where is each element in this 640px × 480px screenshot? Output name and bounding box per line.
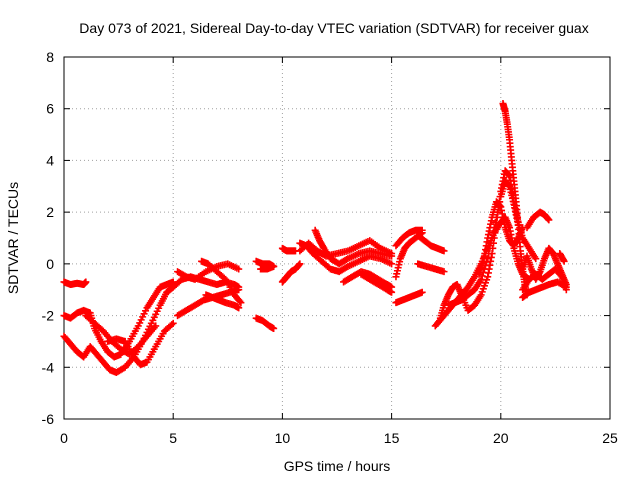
series-arc-29 (475, 198, 527, 278)
data-point (270, 262, 278, 270)
data-point (562, 283, 570, 291)
series-arc-24 (414, 231, 448, 255)
x-axis-label: GPS time / hours (284, 458, 391, 474)
data-point (487, 239, 495, 247)
data-point (532, 255, 540, 263)
data-point (477, 275, 485, 283)
data-point (483, 258, 491, 266)
y-tick-label: -6 (42, 411, 55, 427)
x-tick-label: 5 (169, 430, 177, 446)
series-arc-33 (523, 208, 553, 232)
series-arc-15 (278, 260, 304, 286)
y-tick-label: 2 (46, 204, 54, 220)
chart-title: Day 073 of 2021, Sidereal Day-to-day VTE… (79, 20, 588, 36)
series-arc-03 (60, 283, 177, 376)
series-arc-12 (252, 314, 278, 332)
data-point (484, 255, 492, 263)
y-tick-labels: -6 -4 -2 0 2 4 6 8 (42, 49, 55, 427)
x-tick-label: 10 (275, 430, 291, 446)
data-point (388, 252, 396, 260)
series-arc-01 (60, 278, 90, 289)
data-point (486, 244, 494, 252)
data-point (440, 247, 448, 255)
data-point (418, 288, 426, 296)
series-arc-28 (444, 177, 522, 309)
data-point (388, 288, 396, 296)
series-arc-25 (414, 260, 448, 276)
series-arc-05 (104, 319, 177, 369)
data-series (60, 100, 570, 376)
data-point (270, 325, 278, 332)
x-tick-label: 20 (493, 430, 509, 446)
y-tick-label: -4 (42, 359, 55, 375)
data-point (235, 286, 243, 294)
series-arc-35 (556, 250, 568, 265)
data-point (235, 304, 243, 312)
data-point (489, 229, 497, 237)
data-point (169, 319, 177, 327)
x-tick-label: 25 (602, 430, 618, 446)
data-point (440, 268, 448, 276)
y-tick-label: 0 (46, 256, 54, 272)
data-point (418, 226, 426, 234)
data-point (152, 322, 160, 330)
data-point (237, 299, 245, 307)
x-tick-labels: 0 5 10 15 20 25 (60, 430, 618, 446)
y-tick-label: 8 (46, 49, 54, 65)
y-tick-label: -2 (42, 308, 55, 324)
series-arc-23 (392, 288, 426, 307)
series-arc-13 (257, 262, 278, 273)
y-tick-label: 6 (46, 101, 54, 117)
y-tick-label: 4 (46, 152, 54, 168)
data-point (545, 216, 553, 224)
data-point (491, 218, 499, 226)
data-point (561, 282, 569, 290)
series-arc-18 (311, 226, 396, 268)
data-point (296, 260, 304, 268)
data-point (82, 278, 90, 286)
data-point (388, 260, 396, 268)
series-arc-09 (198, 257, 245, 307)
data-point (236, 297, 244, 305)
data-point (560, 257, 568, 265)
series-arc-10 (202, 291, 243, 312)
series-arc-20 (357, 270, 396, 296)
series-arc-14 (278, 244, 300, 255)
series-arc-34 (519, 278, 570, 301)
data-point (235, 265, 243, 273)
data-point (220, 274, 228, 282)
data-point (168, 321, 176, 329)
x-tick-label: 15 (384, 430, 400, 446)
plot-frame (63, 56, 611, 420)
y-axis-label: SDTVAR / TECUs (5, 182, 21, 294)
series-arc-22 (392, 226, 426, 250)
x-tick-label: 0 (60, 430, 68, 446)
